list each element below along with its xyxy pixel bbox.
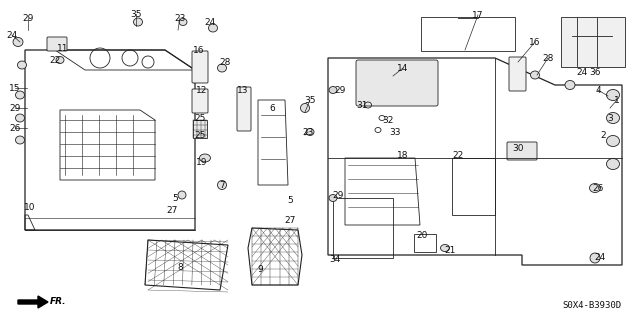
Text: 12: 12 — [196, 85, 208, 94]
Text: 31: 31 — [356, 100, 368, 109]
Ellipse shape — [329, 195, 337, 202]
Ellipse shape — [590, 253, 600, 263]
FancyBboxPatch shape — [237, 87, 251, 131]
Text: 13: 13 — [237, 85, 249, 94]
Text: 33: 33 — [389, 127, 401, 137]
Ellipse shape — [15, 91, 24, 99]
Text: 14: 14 — [397, 63, 409, 73]
Text: 28: 28 — [542, 53, 554, 62]
Text: 5: 5 — [172, 194, 178, 203]
Ellipse shape — [209, 24, 218, 32]
Ellipse shape — [589, 183, 600, 193]
Text: 24: 24 — [6, 30, 18, 39]
Ellipse shape — [56, 57, 64, 63]
Ellipse shape — [607, 113, 620, 124]
FancyBboxPatch shape — [47, 37, 67, 51]
Text: 29: 29 — [332, 190, 344, 199]
Text: 27: 27 — [166, 205, 178, 214]
Text: 24: 24 — [595, 253, 605, 262]
Text: S0X4-B3930D: S0X4-B3930D — [563, 300, 621, 309]
Text: 29: 29 — [22, 13, 34, 22]
Text: 25: 25 — [195, 131, 205, 140]
Text: 9: 9 — [257, 266, 263, 275]
Text: 15: 15 — [9, 84, 20, 92]
Ellipse shape — [306, 129, 314, 135]
Ellipse shape — [200, 154, 211, 162]
Ellipse shape — [531, 71, 540, 79]
Ellipse shape — [607, 158, 620, 170]
Text: FR.: FR. — [50, 298, 67, 307]
Ellipse shape — [607, 135, 620, 147]
Text: 4: 4 — [595, 85, 601, 94]
Text: 27: 27 — [284, 215, 296, 225]
Text: 32: 32 — [382, 116, 394, 124]
Polygon shape — [18, 296, 48, 308]
Text: 10: 10 — [24, 203, 36, 212]
Ellipse shape — [179, 19, 187, 26]
Ellipse shape — [565, 81, 575, 90]
Text: 34: 34 — [330, 255, 340, 265]
FancyBboxPatch shape — [192, 89, 208, 113]
Text: 3: 3 — [607, 114, 613, 123]
Text: 22: 22 — [49, 55, 61, 65]
Text: 19: 19 — [196, 157, 208, 166]
Text: 22: 22 — [452, 150, 463, 159]
Text: 21: 21 — [444, 245, 456, 254]
Text: 6: 6 — [269, 103, 275, 113]
Text: 26: 26 — [10, 124, 20, 132]
Ellipse shape — [178, 191, 186, 199]
Ellipse shape — [440, 244, 449, 252]
Text: 18: 18 — [397, 150, 409, 159]
Text: 26: 26 — [592, 183, 604, 193]
Text: 30: 30 — [512, 143, 524, 153]
Text: 28: 28 — [220, 58, 230, 67]
Ellipse shape — [218, 180, 227, 189]
Text: 1: 1 — [614, 95, 620, 105]
Ellipse shape — [15, 136, 24, 144]
FancyBboxPatch shape — [193, 120, 207, 138]
Ellipse shape — [13, 37, 23, 46]
Text: 24: 24 — [204, 18, 216, 27]
Text: 23: 23 — [174, 13, 186, 22]
Text: 16: 16 — [529, 37, 541, 46]
Text: 29: 29 — [10, 103, 20, 113]
Ellipse shape — [134, 18, 143, 26]
Text: 7: 7 — [219, 180, 225, 189]
Text: 20: 20 — [416, 230, 428, 239]
Ellipse shape — [301, 103, 310, 113]
FancyBboxPatch shape — [561, 17, 625, 67]
Text: 36: 36 — [589, 68, 601, 76]
FancyBboxPatch shape — [507, 142, 537, 160]
FancyBboxPatch shape — [356, 60, 438, 106]
Ellipse shape — [607, 90, 620, 100]
Ellipse shape — [17, 61, 26, 69]
FancyBboxPatch shape — [509, 57, 526, 91]
Ellipse shape — [329, 86, 337, 93]
Ellipse shape — [218, 64, 227, 72]
Text: 8: 8 — [177, 263, 183, 273]
Text: 5: 5 — [287, 196, 293, 204]
Text: 35: 35 — [304, 95, 316, 105]
FancyBboxPatch shape — [192, 51, 208, 83]
Text: 29: 29 — [334, 85, 346, 94]
Text: 17: 17 — [472, 11, 484, 20]
Text: 23: 23 — [302, 127, 314, 137]
Ellipse shape — [15, 114, 24, 122]
Text: 2: 2 — [600, 131, 606, 140]
Text: 25: 25 — [195, 114, 205, 123]
Text: 24: 24 — [577, 68, 588, 76]
Text: 16: 16 — [193, 45, 205, 54]
Text: 11: 11 — [57, 44, 68, 52]
Text: 35: 35 — [131, 10, 141, 19]
